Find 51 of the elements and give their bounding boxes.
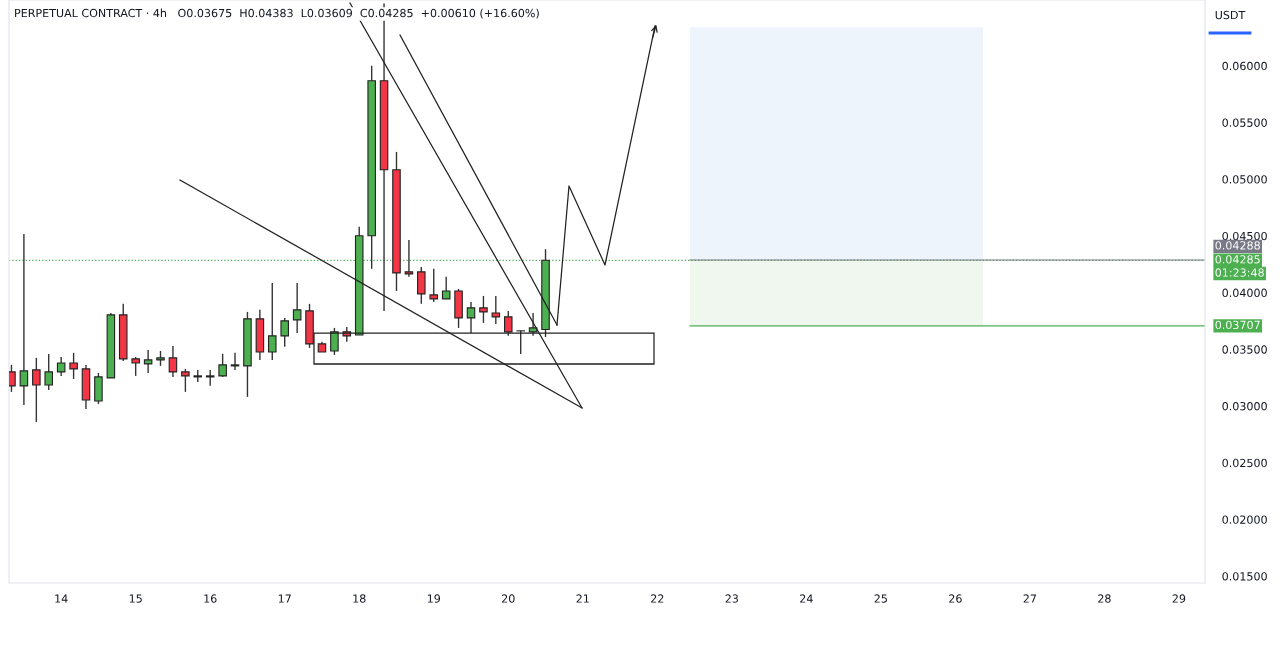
x-tick-label: 26 (949, 594, 962, 603)
candlestick (429, 268, 439, 303)
candlestick (44, 353, 53, 391)
candlestick (280, 317, 289, 348)
y-tick-label: 0.01500 (1222, 572, 1267, 581)
candlestick (143, 349, 153, 374)
x-tick-label: 24 (800, 594, 813, 603)
text: 01:23:48 (1215, 268, 1264, 277)
y-tick-label: 0.02500 (1222, 458, 1267, 468)
x-tick-label: 19 (427, 594, 441, 603)
y-tick-label: 0.04000 (1222, 288, 1267, 298)
candlestick (491, 295, 501, 325)
x-tick-label: 27 (1023, 594, 1036, 603)
y-tick-label: 0.06000 (1222, 61, 1267, 71)
x-tick-label: 15 (129, 594, 142, 603)
y-tick-label: 0.03500 (1222, 345, 1267, 354)
candlestick (230, 352, 240, 371)
candlestick (168, 345, 178, 378)
candlestick (218, 353, 227, 378)
x-tick-label: 23 (725, 594, 738, 603)
candlestick (181, 368, 190, 393)
candlestick (479, 295, 488, 324)
x-tick-label: 25 (874, 594, 887, 603)
candlestick (267, 282, 277, 361)
y-tick-label: 0.03000 (1222, 402, 1267, 411)
y-axis-title: USDT (1215, 10, 1246, 20)
x-tick-label: 28 (1098, 594, 1111, 603)
candlestick (441, 276, 451, 300)
ref-line-label: 0.04285 (1215, 255, 1260, 264)
y-tick-label: 0.05000 (1222, 175, 1267, 184)
candlestick (131, 356, 140, 377)
x-tick-label: 29 (1172, 594, 1186, 603)
ref-line-label: 0.04288 (1215, 241, 1260, 250)
x-tick-label: 14 (55, 594, 68, 603)
x-tick-label: 22 (651, 594, 664, 603)
y-tick-label: 0.05500 (1222, 118, 1267, 127)
x-tick-label: 18 (353, 594, 366, 603)
y-tick-label: 0.04500 (1222, 231, 1267, 241)
candlestick (69, 352, 78, 380)
ref-line-label: 0.03707 (1215, 320, 1260, 330)
candlestick (32, 357, 41, 423)
candlestick (404, 239, 414, 278)
x-tick-label: 20 (502, 594, 515, 603)
y-tick-label: 0.02000 (1222, 515, 1267, 524)
candlestick (56, 356, 66, 377)
x-tick-label: 17 (278, 594, 291, 603)
x-tick-label: 21 (576, 594, 589, 603)
x-tick-label: 16 (204, 594, 217, 603)
chart-title: PERPETUAL CONTRACT · 4h O0.03675 H0.04383 L0.03609 C0.04285 +0.00610 (+16.60%) (15, 8, 539, 19)
candlestick (292, 282, 302, 334)
candlestick (417, 266, 426, 305)
